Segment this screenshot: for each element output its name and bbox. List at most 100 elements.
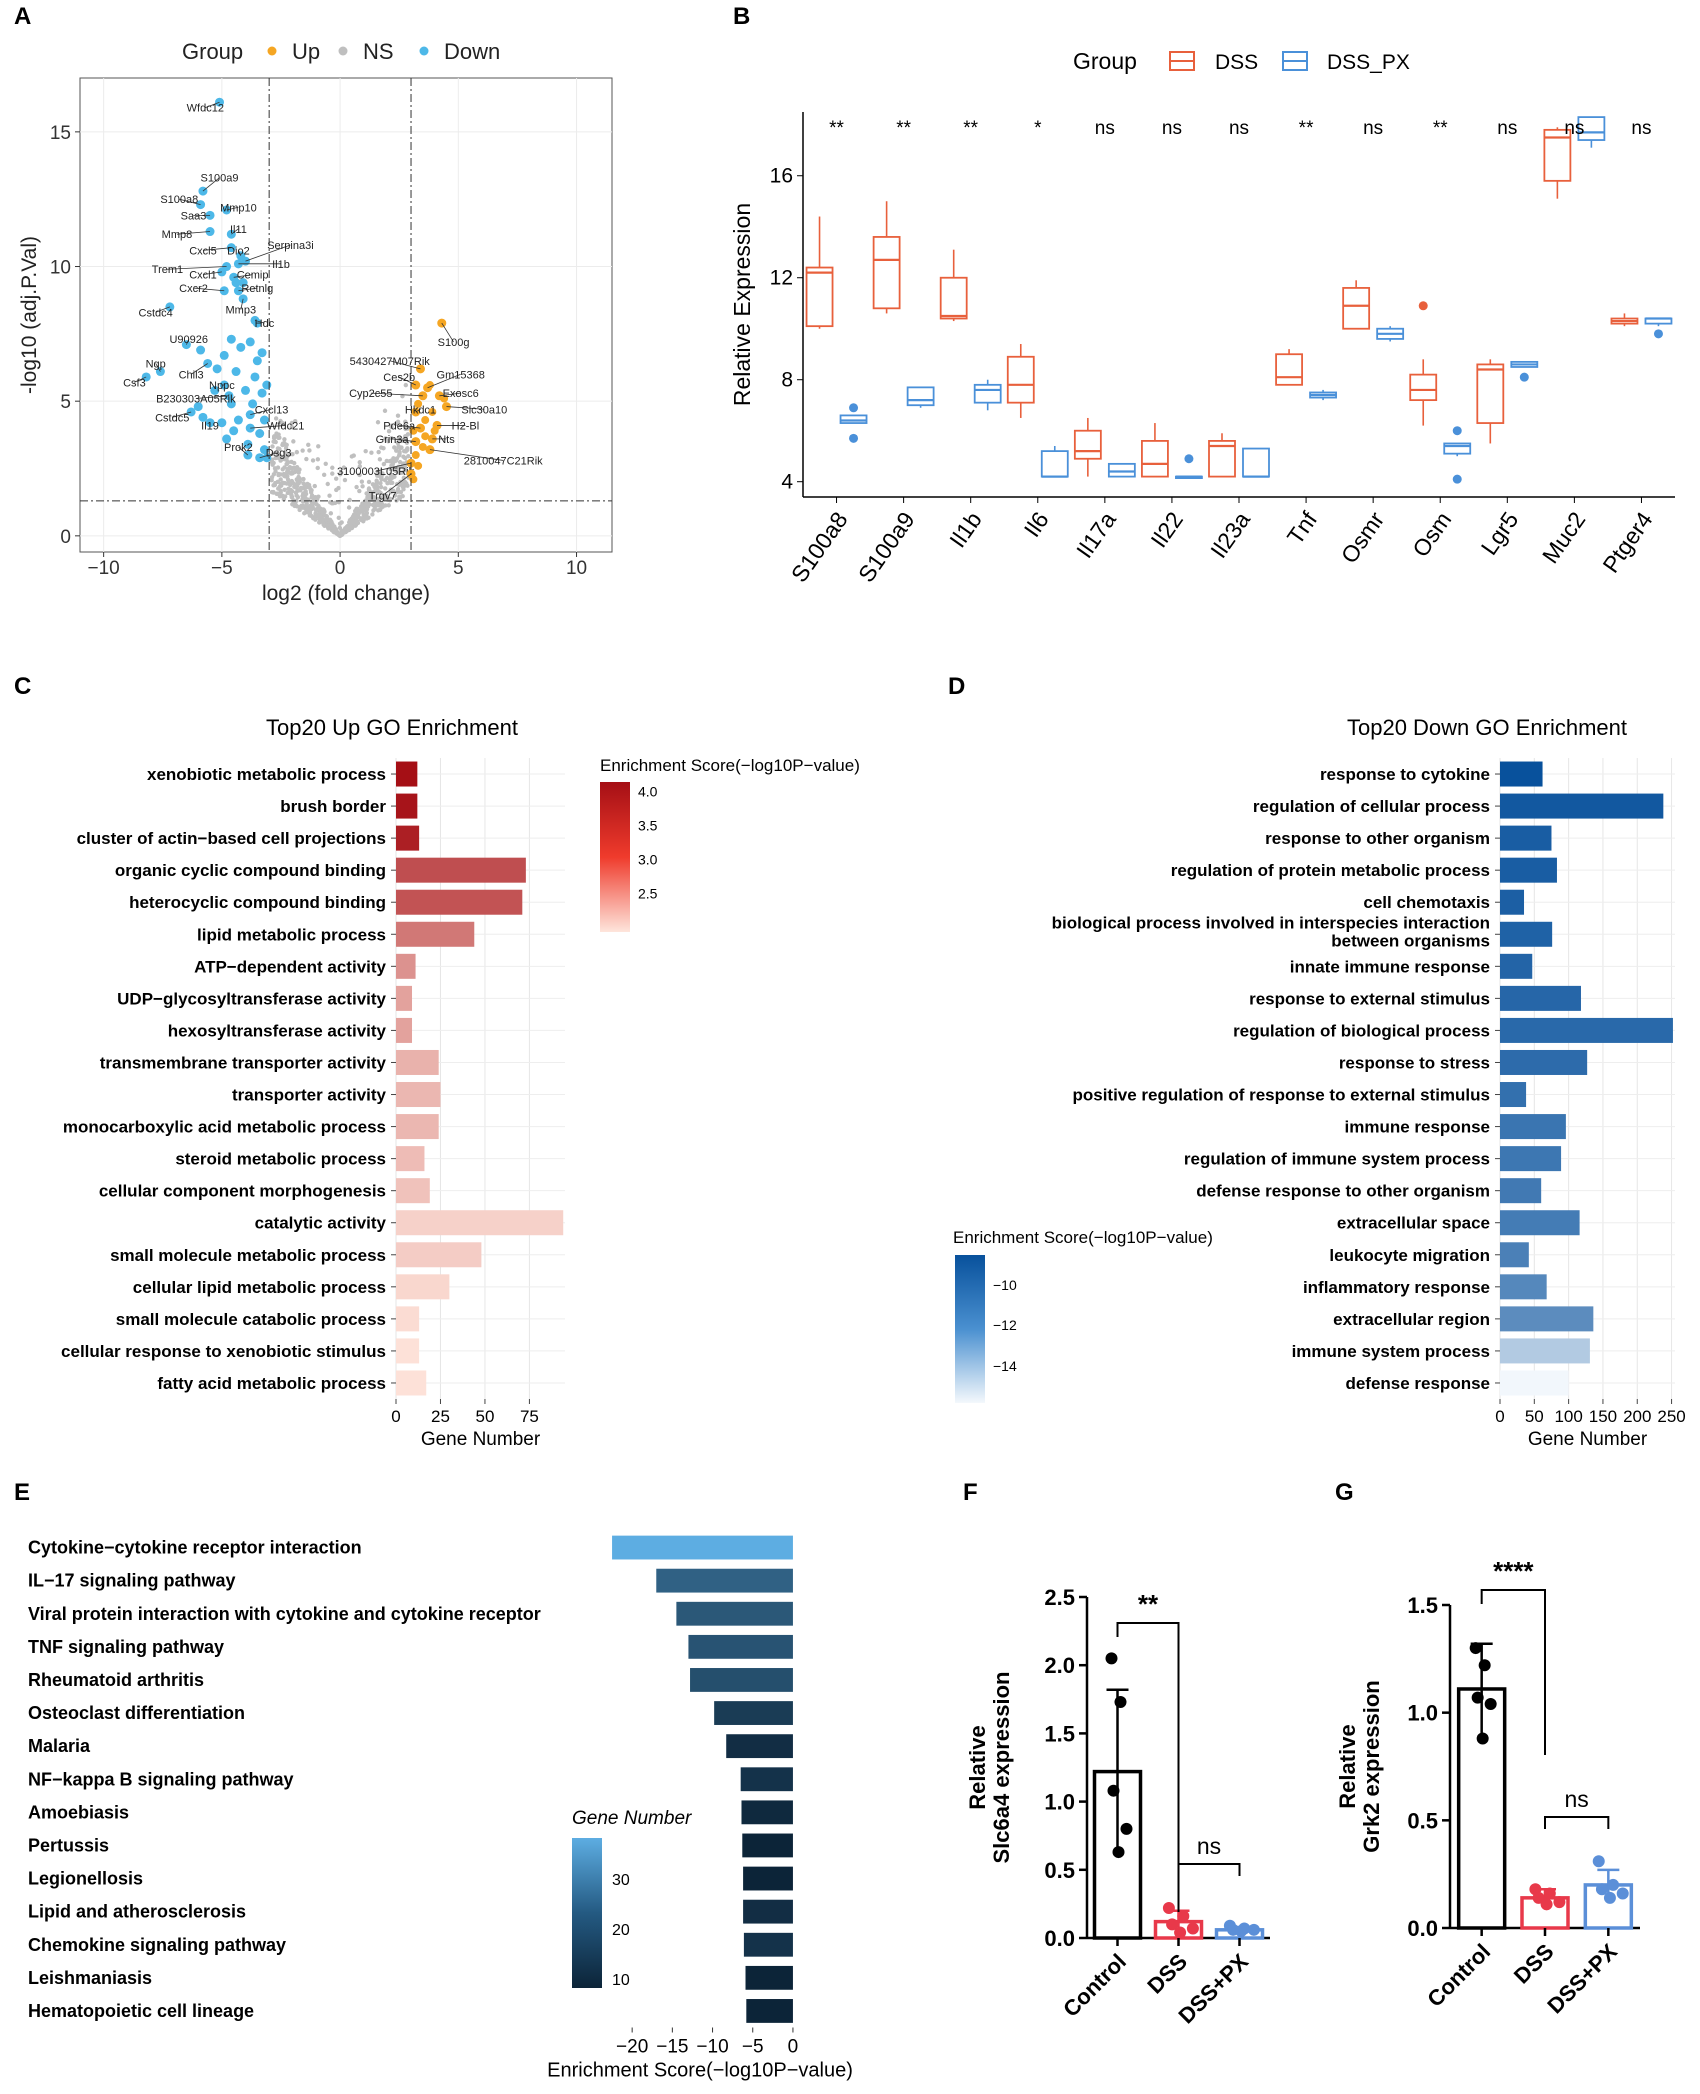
ns-point	[282, 487, 287, 493]
bar	[396, 1017, 413, 1043]
ns-point	[315, 465, 320, 471]
label-leader	[231, 228, 239, 235]
bar	[1500, 1017, 1673, 1043]
gene-label: Cxcl5	[189, 245, 217, 257]
gene-label: Cstdc5	[155, 412, 189, 424]
y-axis-title-2: Slc6a4 expression	[989, 1671, 1014, 1863]
x-tick-label: 250	[1657, 1407, 1685, 1426]
significance-label-2: ns	[1565, 1786, 1589, 1812]
ns-point	[383, 436, 388, 441]
ns-point	[394, 456, 400, 461]
label-leader	[250, 408, 272, 416]
plot-area	[79, 77, 613, 553]
colorbar-title: Enrichment Score(−log10P−value)	[953, 1228, 1213, 1247]
gene-label: S100a8	[160, 194, 198, 206]
x-tick-label: 0	[1495, 1407, 1504, 1426]
x-tick-label: DSS	[1509, 1939, 1559, 1989]
ns-point	[369, 450, 374, 455]
x-tick-label: 50	[1525, 1407, 1544, 1426]
gene-label: Pde6a	[383, 420, 416, 432]
category-label: positive regulation of response to exter…	[1072, 1086, 1490, 1105]
x-tick-label: 200	[1623, 1407, 1651, 1426]
down-point	[250, 372, 260, 382]
ns-point	[334, 487, 339, 493]
bar	[743, 1899, 793, 1924]
ns-point	[273, 439, 278, 445]
ns-point	[353, 523, 358, 528]
significance-label: **	[963, 118, 978, 139]
ns-point	[277, 435, 282, 440]
data-point	[1166, 1918, 1179, 1931]
gene-label: Wfdc21	[267, 420, 304, 432]
label-leader	[399, 425, 421, 429]
colorbar-tick: −12	[993, 1317, 1017, 1333]
bar	[396, 857, 526, 883]
label-leader	[202, 271, 222, 275]
ns-point	[269, 477, 274, 483]
bar	[396, 761, 418, 787]
down-go-enrichment-chart: response to cytokine regulation of cellul…	[953, 715, 1686, 1450]
ns-point	[380, 471, 385, 476]
ns-point	[309, 506, 314, 512]
data-point	[1592, 1855, 1605, 1868]
ns-point	[336, 515, 341, 521]
down-point	[226, 399, 236, 409]
colorbar-tick: 20	[612, 1922, 630, 1939]
ns-point	[362, 501, 368, 506]
bar	[1500, 985, 1581, 1011]
bar	[656, 1568, 793, 1593]
ns-point	[300, 448, 305, 453]
bar	[1500, 1146, 1562, 1172]
x-axis-title: Enrichment Score(−log10P−value)	[547, 2060, 853, 2082]
down-point	[252, 356, 262, 366]
ns-point	[297, 488, 303, 493]
category-label: Cytokine−cytokine receptor interaction	[28, 1538, 362, 1558]
legend-dot-ns	[338, 46, 348, 56]
y-tick-label: 16	[770, 165, 793, 188]
box	[1073, 429, 1102, 460]
x-tick-label: S100a8	[786, 507, 853, 587]
category-label: Legionellosis	[28, 1869, 143, 1889]
data-point	[1177, 1910, 1190, 1923]
label-leader	[202, 177, 220, 192]
down-point	[193, 402, 203, 412]
gene-label: 5430427M07Rik	[350, 356, 431, 368]
ns-point	[376, 449, 381, 455]
ns-point	[399, 479, 404, 485]
y-tick-label: 15	[50, 123, 71, 144]
gene-label: Wfdc12	[187, 103, 224, 115]
x-axis-title: Gene Number	[1528, 1429, 1648, 1450]
gene-label: Cxcl13	[255, 404, 289, 416]
ns-point	[301, 481, 306, 486]
y-tick-label: 0.5	[1044, 1858, 1075, 1883]
gene-label: Exosc6	[443, 388, 479, 400]
category-label: Amoebiasis	[28, 1802, 129, 1822]
significance-label-2: ns	[1197, 1833, 1221, 1859]
bar	[714, 1701, 793, 1725]
bar	[741, 1800, 793, 1825]
bar	[396, 1082, 441, 1108]
ns-point	[344, 524, 349, 530]
label-leader	[429, 449, 504, 461]
colorbar-tick: −10	[993, 1277, 1017, 1293]
box	[1107, 462, 1136, 478]
down-point	[219, 350, 229, 360]
label-leader	[176, 231, 211, 235]
category-label: Lipid and atherosclerosis	[28, 1902, 246, 1922]
ns-point	[316, 512, 321, 518]
gene-label: Cxcr2	[179, 283, 208, 295]
box	[973, 383, 1002, 404]
ns-point	[326, 517, 332, 522]
y-tick-label: 2.0	[1044, 1653, 1075, 1678]
ns-point	[321, 511, 326, 516]
significance-label: **	[829, 118, 844, 139]
bar	[396, 1306, 420, 1332]
category-label: cellular response to xenobiotic stimulus	[61, 1342, 386, 1361]
ns-point	[284, 481, 290, 486]
category-label: transmembrane transporter activity	[100, 1053, 387, 1072]
x-tick-label: Osm	[1407, 507, 1456, 562]
label-leader	[259, 451, 279, 459]
outlier	[1452, 474, 1462, 484]
ns-point	[348, 520, 354, 525]
ns-point	[377, 457, 383, 462]
